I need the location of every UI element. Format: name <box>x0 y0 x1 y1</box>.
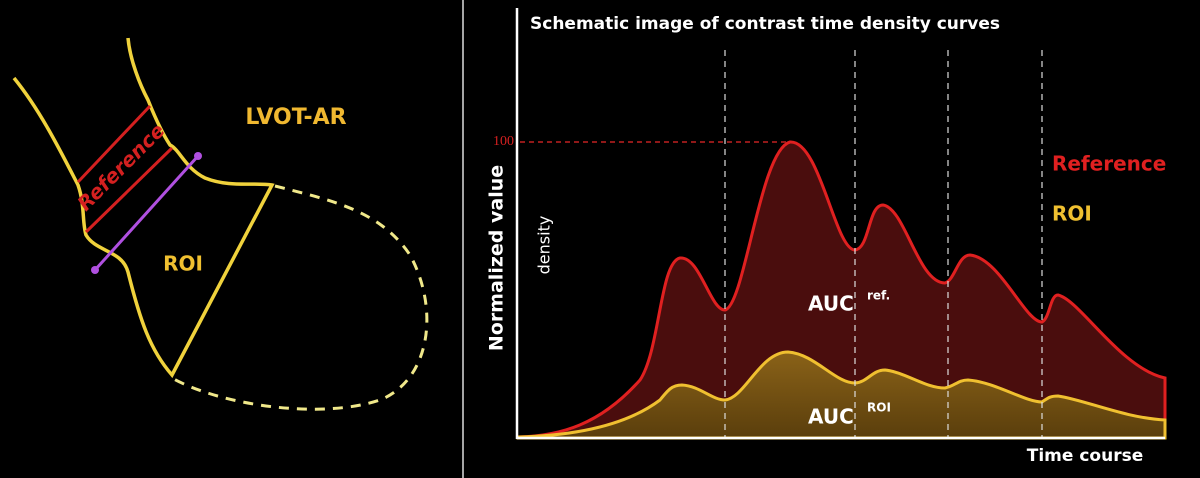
max-label: 100 <box>493 134 514 149</box>
x-axis-label: Time course <box>1027 446 1143 466</box>
ventricle-outline <box>171 184 429 411</box>
roi-label: ROI <box>163 252 203 276</box>
reference-line <box>84 146 174 234</box>
auc-roi: AUC <box>808 405 854 429</box>
auc-roi-superscript: ROI <box>867 401 891 415</box>
reference-line <box>76 104 152 184</box>
legend-roi: ROI <box>1052 202 1092 226</box>
auc-ref-superscript: ref. <box>867 289 890 303</box>
lvot-label: LVOT-AR <box>245 105 346 130</box>
reference-curve <box>516 140 1167 440</box>
lvot-outline <box>12 37 275 379</box>
roi-curve <box>516 350 1167 440</box>
roi-endpoint <box>194 152 202 160</box>
y-axis-label: Normalized value <box>486 165 508 351</box>
roi-endpoint <box>91 266 99 274</box>
right-panel: Schematic image of contrast time density… <box>486 8 1167 466</box>
roi-line <box>93 154 200 272</box>
time-dividers <box>724 50 1043 438</box>
chart-title: Schematic image of contrast time density… <box>530 14 1000 34</box>
auc-ref: AUC <box>808 292 854 316</box>
legend-reference: Reference <box>1052 152 1166 176</box>
y-axis-sublabel: density <box>535 216 554 275</box>
